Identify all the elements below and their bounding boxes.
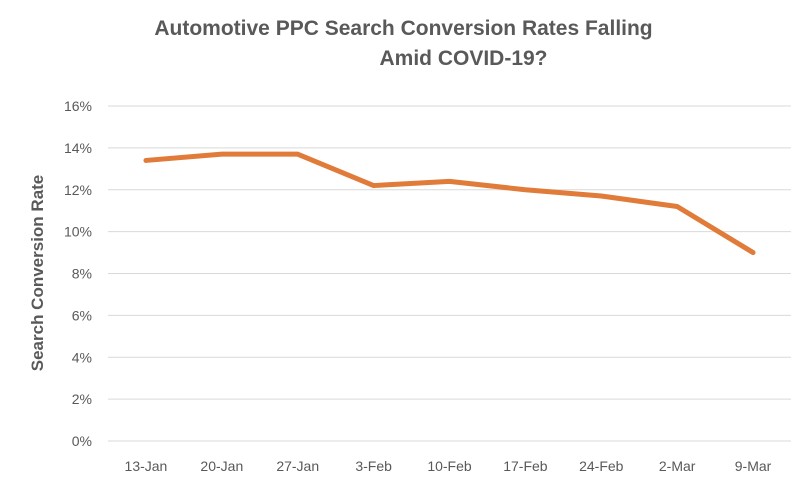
- y-tick-label: 16%: [64, 98, 92, 114]
- series-line: [143, 151, 756, 256]
- y-tick-label: 10%: [64, 224, 92, 240]
- y-tick-label: 0%: [72, 433, 92, 449]
- chart-title-line-2: Amid COVID-19?: [379, 47, 548, 70]
- y-axis-label: Search Conversion Rate: [28, 175, 47, 372]
- x-tick-label: 17-Feb: [503, 458, 548, 474]
- x-tick-label: 2-Mar: [659, 458, 696, 474]
- y-tick-label: 8%: [72, 266, 92, 282]
- x-tick-label: 13-Jan: [125, 458, 168, 474]
- y-tick-label: 14%: [64, 140, 92, 156]
- y-tick-label: 2%: [72, 391, 92, 407]
- x-tick-label: 20-Jan: [200, 458, 243, 474]
- x-tick-label: 24-Feb: [579, 458, 624, 474]
- y-tick-label: 6%: [72, 307, 92, 323]
- y-tick-label: 12%: [64, 182, 92, 198]
- chart-title: Automotive PPC Search Conversion Rates F…: [0, 14, 807, 74]
- y-tick-label: 4%: [72, 349, 92, 365]
- chart-title-line-1: Automotive PPC Search Conversion Rates F…: [154, 17, 653, 40]
- x-tick-label: 9-Mar: [735, 458, 772, 474]
- x-tick-label: 27-Jan: [276, 458, 319, 474]
- x-tick-label: 10-Feb: [427, 458, 472, 474]
- x-tick-label: 3-Feb: [355, 458, 392, 474]
